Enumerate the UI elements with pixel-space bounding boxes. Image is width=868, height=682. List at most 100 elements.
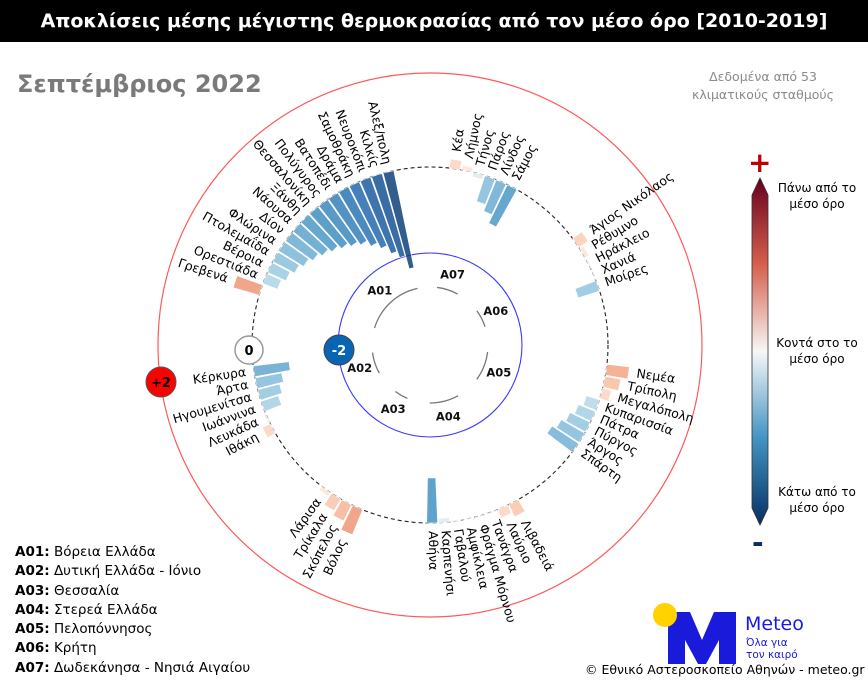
station-bar <box>318 485 332 497</box>
station-label: Κέα <box>449 128 467 153</box>
station-bar <box>602 376 622 392</box>
colorbar-bottom-label: Κάτω από το μέσο όρο <box>778 485 856 515</box>
station-bar <box>572 231 589 248</box>
station-bar <box>574 404 596 422</box>
station-bar <box>328 192 368 246</box>
station-bar <box>488 184 518 228</box>
station-label: Αθήνα <box>426 531 441 571</box>
legend-item: A03: Θεσσαλία <box>15 582 120 599</box>
plus2-ring <box>157 72 703 618</box>
station-bar <box>462 517 475 522</box>
station-bar <box>262 273 282 290</box>
station-bar <box>574 280 600 299</box>
station-bar <box>449 158 463 170</box>
page-title: Αποκλίσεις μέσης μέγιστης θερμοκρασίας α… <box>0 0 868 42</box>
legend-item: A06: Κρήτη <box>15 640 97 657</box>
group-code-label: A04 <box>436 410 461 424</box>
station-bar <box>254 372 284 389</box>
station-bar <box>371 173 406 259</box>
note-line-1: Δεδομένα από 53 <box>709 69 817 84</box>
station-bar <box>300 214 339 253</box>
station-bar <box>485 509 498 516</box>
station-bar <box>267 262 291 282</box>
station-bar <box>582 395 600 411</box>
plus-sign: + <box>748 146 772 179</box>
svg-text:-2: -2 <box>332 344 346 359</box>
station-bar <box>278 241 310 267</box>
group-arc <box>476 351 489 380</box>
minus-sign: - <box>752 526 764 559</box>
station-bar <box>272 251 300 274</box>
station-bar <box>471 171 485 180</box>
station-bar <box>579 245 590 259</box>
station-label: Άρτα <box>215 377 250 399</box>
station-bar <box>450 518 463 523</box>
group-code-label: A03 <box>381 402 406 416</box>
station-bar <box>461 165 474 173</box>
stations-note: Δεδομένα από 53 κλιματικούς σταθμούς <box>670 68 856 104</box>
station-bar <box>556 419 586 443</box>
station-bar <box>382 170 415 270</box>
zero-ring <box>251 166 609 524</box>
group-code-label: A05 <box>486 365 511 379</box>
station-bar <box>476 175 496 205</box>
station-bar <box>318 199 358 247</box>
copyright: © Εθνικό Αστεροσκοπείο Αθηνών - meteo.gr <box>585 662 865 677</box>
group-code-label: A02 <box>347 361 372 375</box>
colorbar-mid-label: Κοντά στο το μέσο όρο <box>776 336 858 366</box>
station-bar <box>292 222 329 257</box>
station-bar <box>232 275 263 296</box>
station-bar <box>261 423 276 439</box>
tagline-line-1: Όλα για <box>746 637 788 649</box>
station-bar <box>338 186 378 247</box>
station-bar <box>257 383 283 401</box>
station-bar <box>252 361 291 378</box>
station-bar <box>426 477 438 524</box>
legend-item: A02: Δυτική Ελλάδα - Ιόνιο <box>15 563 202 580</box>
plus2-badge: +2 <box>145 366 177 398</box>
station-bar <box>260 395 282 412</box>
group-arc <box>371 352 380 374</box>
group-arc <box>394 390 408 399</box>
station-bar <box>590 268 598 281</box>
station-bar <box>262 412 271 424</box>
group-arc <box>429 395 459 404</box>
station-bar <box>359 176 398 255</box>
station-bar <box>323 492 342 512</box>
legend-item: A04: Στερεά Ελλάδα <box>15 601 158 618</box>
logo-tagline: Όλα για τον καιρό <box>746 637 798 661</box>
station-bar <box>483 179 507 216</box>
svg-text:0: 0 <box>244 344 253 359</box>
station-bar <box>309 206 349 250</box>
station-bar <box>474 513 486 519</box>
station-bar <box>599 387 612 402</box>
logo-brand: Meteo <box>745 613 804 635</box>
legend-item: A07: Δωδεκάνησα - Νησιά Αιγαίου <box>15 659 251 676</box>
tagline-line-2: τον καιρό <box>746 649 798 661</box>
group-arc <box>476 310 486 327</box>
minus2-ring <box>337 252 523 438</box>
month-subtitle: Σεπτέμβριος 2022 <box>17 70 262 98</box>
station-bar <box>348 181 388 249</box>
zero-badge: 0 <box>234 335 264 365</box>
group-arc <box>436 286 458 295</box>
legend-item: A05: Πελοπόννησος <box>15 621 153 638</box>
station-bar <box>285 231 319 262</box>
station-bar <box>438 517 451 524</box>
station-label: Καρπενήσι <box>438 530 458 597</box>
station-bar <box>497 504 512 519</box>
station-bar <box>565 412 591 433</box>
station-label: Νεμέα <box>636 366 677 386</box>
meteo-logo <box>653 603 736 664</box>
station-bar <box>605 364 630 380</box>
minus2-badge: -2 <box>323 334 355 366</box>
station-bar <box>585 257 593 269</box>
colorbar <box>751 177 769 526</box>
colorbar-top-label: Πάνω από το μέσο όρο <box>777 181 857 211</box>
group-arc <box>373 287 418 329</box>
station-bar <box>332 499 352 522</box>
station-bar <box>546 425 579 453</box>
svg-text:+2: +2 <box>151 376 171 391</box>
